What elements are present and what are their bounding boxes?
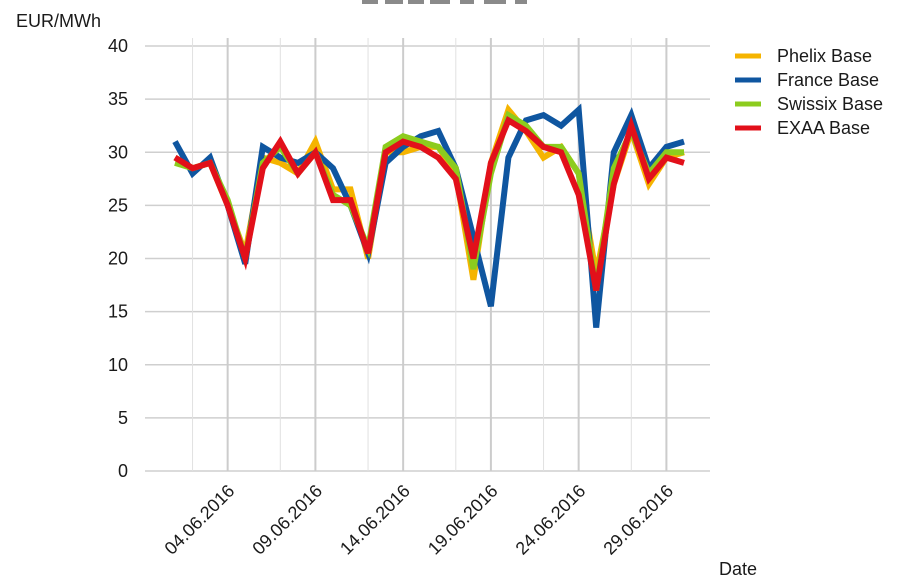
x-tick-labels: 04.06.2016 09.06.2016 14.06.2016 19.06.2016… <box>161 481 678 559</box>
x-tick-label: 04.06.2016 <box>161 481 239 559</box>
legend-label: Phelix Base <box>777 46 872 66</box>
y-tick-label: 40 <box>108 36 128 56</box>
series-line-exaa-base <box>173 115 685 291</box>
legend-label: Swissix Base <box>777 94 883 114</box>
title-fragment-stroke <box>385 0 403 4</box>
grid-lines <box>145 38 710 472</box>
chart-title-fragment <box>362 0 527 4</box>
y-tick-label: 25 <box>108 195 128 215</box>
series-line-swissix-base <box>174 110 684 291</box>
y-tick-label: 35 <box>108 89 128 109</box>
series-lines <box>172 103 685 328</box>
y-axis-label: EUR/MWh <box>16 11 101 31</box>
y-tick-label: 15 <box>108 302 128 322</box>
title-fragment-stroke <box>460 0 474 4</box>
title-fragment-stroke <box>362 0 378 4</box>
x-tick-label: 29.06.2016 <box>599 481 677 559</box>
y-tick-label: 10 <box>108 355 128 375</box>
x-axis-label: Date <box>719 559 757 579</box>
y-tick-label: 20 <box>108 249 128 269</box>
title-fragment-stroke <box>484 0 506 4</box>
x-tick-label: 19.06.2016 <box>424 481 502 559</box>
y-tick-label: 5 <box>118 408 128 428</box>
x-tick-label: 09.06.2016 <box>248 481 326 559</box>
y-tick-labels: 0 5 10 15 20 25 30 35 40 <box>108 36 128 481</box>
title-fragment-stroke <box>430 0 450 4</box>
legend-label: EXAA Base <box>777 118 870 138</box>
y-tick-label: 0 <box>118 461 128 481</box>
x-tick-label: 14.06.2016 <box>336 481 414 559</box>
y-tick-label: 30 <box>108 142 128 162</box>
title-fragment-stroke <box>408 0 424 4</box>
legend-label: France Base <box>777 70 879 90</box>
legend: Phelix Base France Base Swissix Base EXAA B… <box>735 46 883 138</box>
title-fragment-stroke <box>515 0 527 4</box>
x-tick-label: 24.06.2016 <box>512 481 590 559</box>
